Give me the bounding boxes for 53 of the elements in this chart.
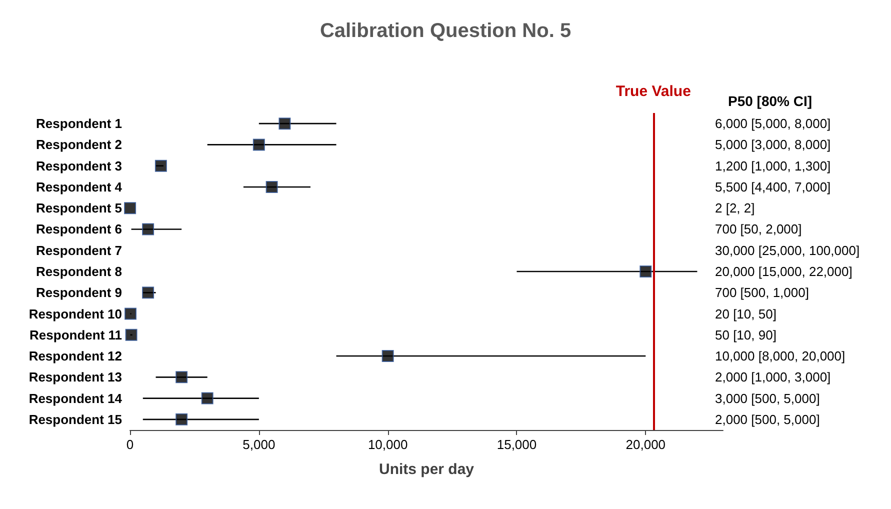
annotation: 1,200 [1,000, 1,300] (715, 158, 831, 174)
y-tick-label: Respondent 7 (36, 242, 122, 258)
x-tick-label: 20,000 (626, 437, 666, 452)
x-tick-label: 10,000 (368, 437, 408, 452)
y-tick-label: Respondent 14 (28, 390, 123, 406)
point (201, 392, 214, 404)
annotation: 2,000 [500, 5,000] (715, 412, 820, 427)
y-tick-label: Respondent 4 (36, 179, 123, 194)
annotation: 700 [50, 2,000] (715, 222, 802, 237)
chart-title: Calibration Question No. 5 (320, 20, 572, 42)
annotation: 6,000 [5,000, 8,000] (715, 116, 831, 132)
annotation: 20 [10, 50] (715, 306, 776, 322)
annotation: 10,000 [8,000, 20,000] (715, 348, 846, 364)
annotation: 5,500 [4,400, 7,000] (715, 179, 831, 194)
annotation: 2,000 [1,000, 3,000] (715, 370, 831, 385)
annotation: 20,000 [15,000, 22,000] (715, 264, 852, 279)
y-tick-label: Respondent 9 (36, 285, 122, 300)
x-tick-label: 0 (126, 437, 134, 452)
point (382, 350, 394, 362)
text: P50 [80% CI] (728, 93, 812, 109)
y-tick-label: Respondent 11 (30, 327, 122, 342)
point (154, 160, 167, 172)
y-tick-label: Respondent 6 (36, 222, 122, 237)
annotation: 3,000 [500, 5,000] (715, 390, 820, 406)
point (252, 138, 265, 151)
y-tick-label: Respondent 1 (36, 116, 122, 132)
x-tick-label: 5,000 (242, 437, 276, 452)
y-tick-label: Respondent 10 (28, 306, 122, 322)
point (125, 328, 138, 341)
y-tick-label: Respondent 15 (28, 412, 122, 427)
y-tick-label: Respondent 12 (28, 348, 122, 364)
point (176, 413, 188, 426)
annotation: 30,000 [25,000, 100,000] (715, 242, 860, 258)
point (176, 371, 188, 384)
point (142, 223, 154, 236)
annotation: 50 [10, 90] (715, 327, 776, 342)
y-tick-label: Respondent 3 (36, 158, 122, 174)
ref-line-label: True Value (616, 83, 691, 100)
point (278, 118, 291, 130)
point (266, 180, 278, 193)
annotation: 5,000 [3,000, 8,000] (715, 137, 831, 152)
point (124, 308, 137, 320)
x-tick-label: 15,000 (496, 437, 537, 452)
x-axis-title: Units per day (378, 461, 475, 478)
y-tick-label: Respondent 2 (36, 137, 122, 152)
y-tick-label: Respondent 8 (36, 264, 122, 279)
point (640, 266, 652, 278)
annotation: 700 [500, 1,000] (715, 285, 809, 300)
y-tick-label: Respondent 5 (36, 200, 122, 216)
annotation: 2 [2, 2] (715, 200, 755, 216)
point (124, 202, 136, 214)
point (142, 286, 154, 299)
y-tick-label: Respondent 13 (28, 370, 122, 385)
